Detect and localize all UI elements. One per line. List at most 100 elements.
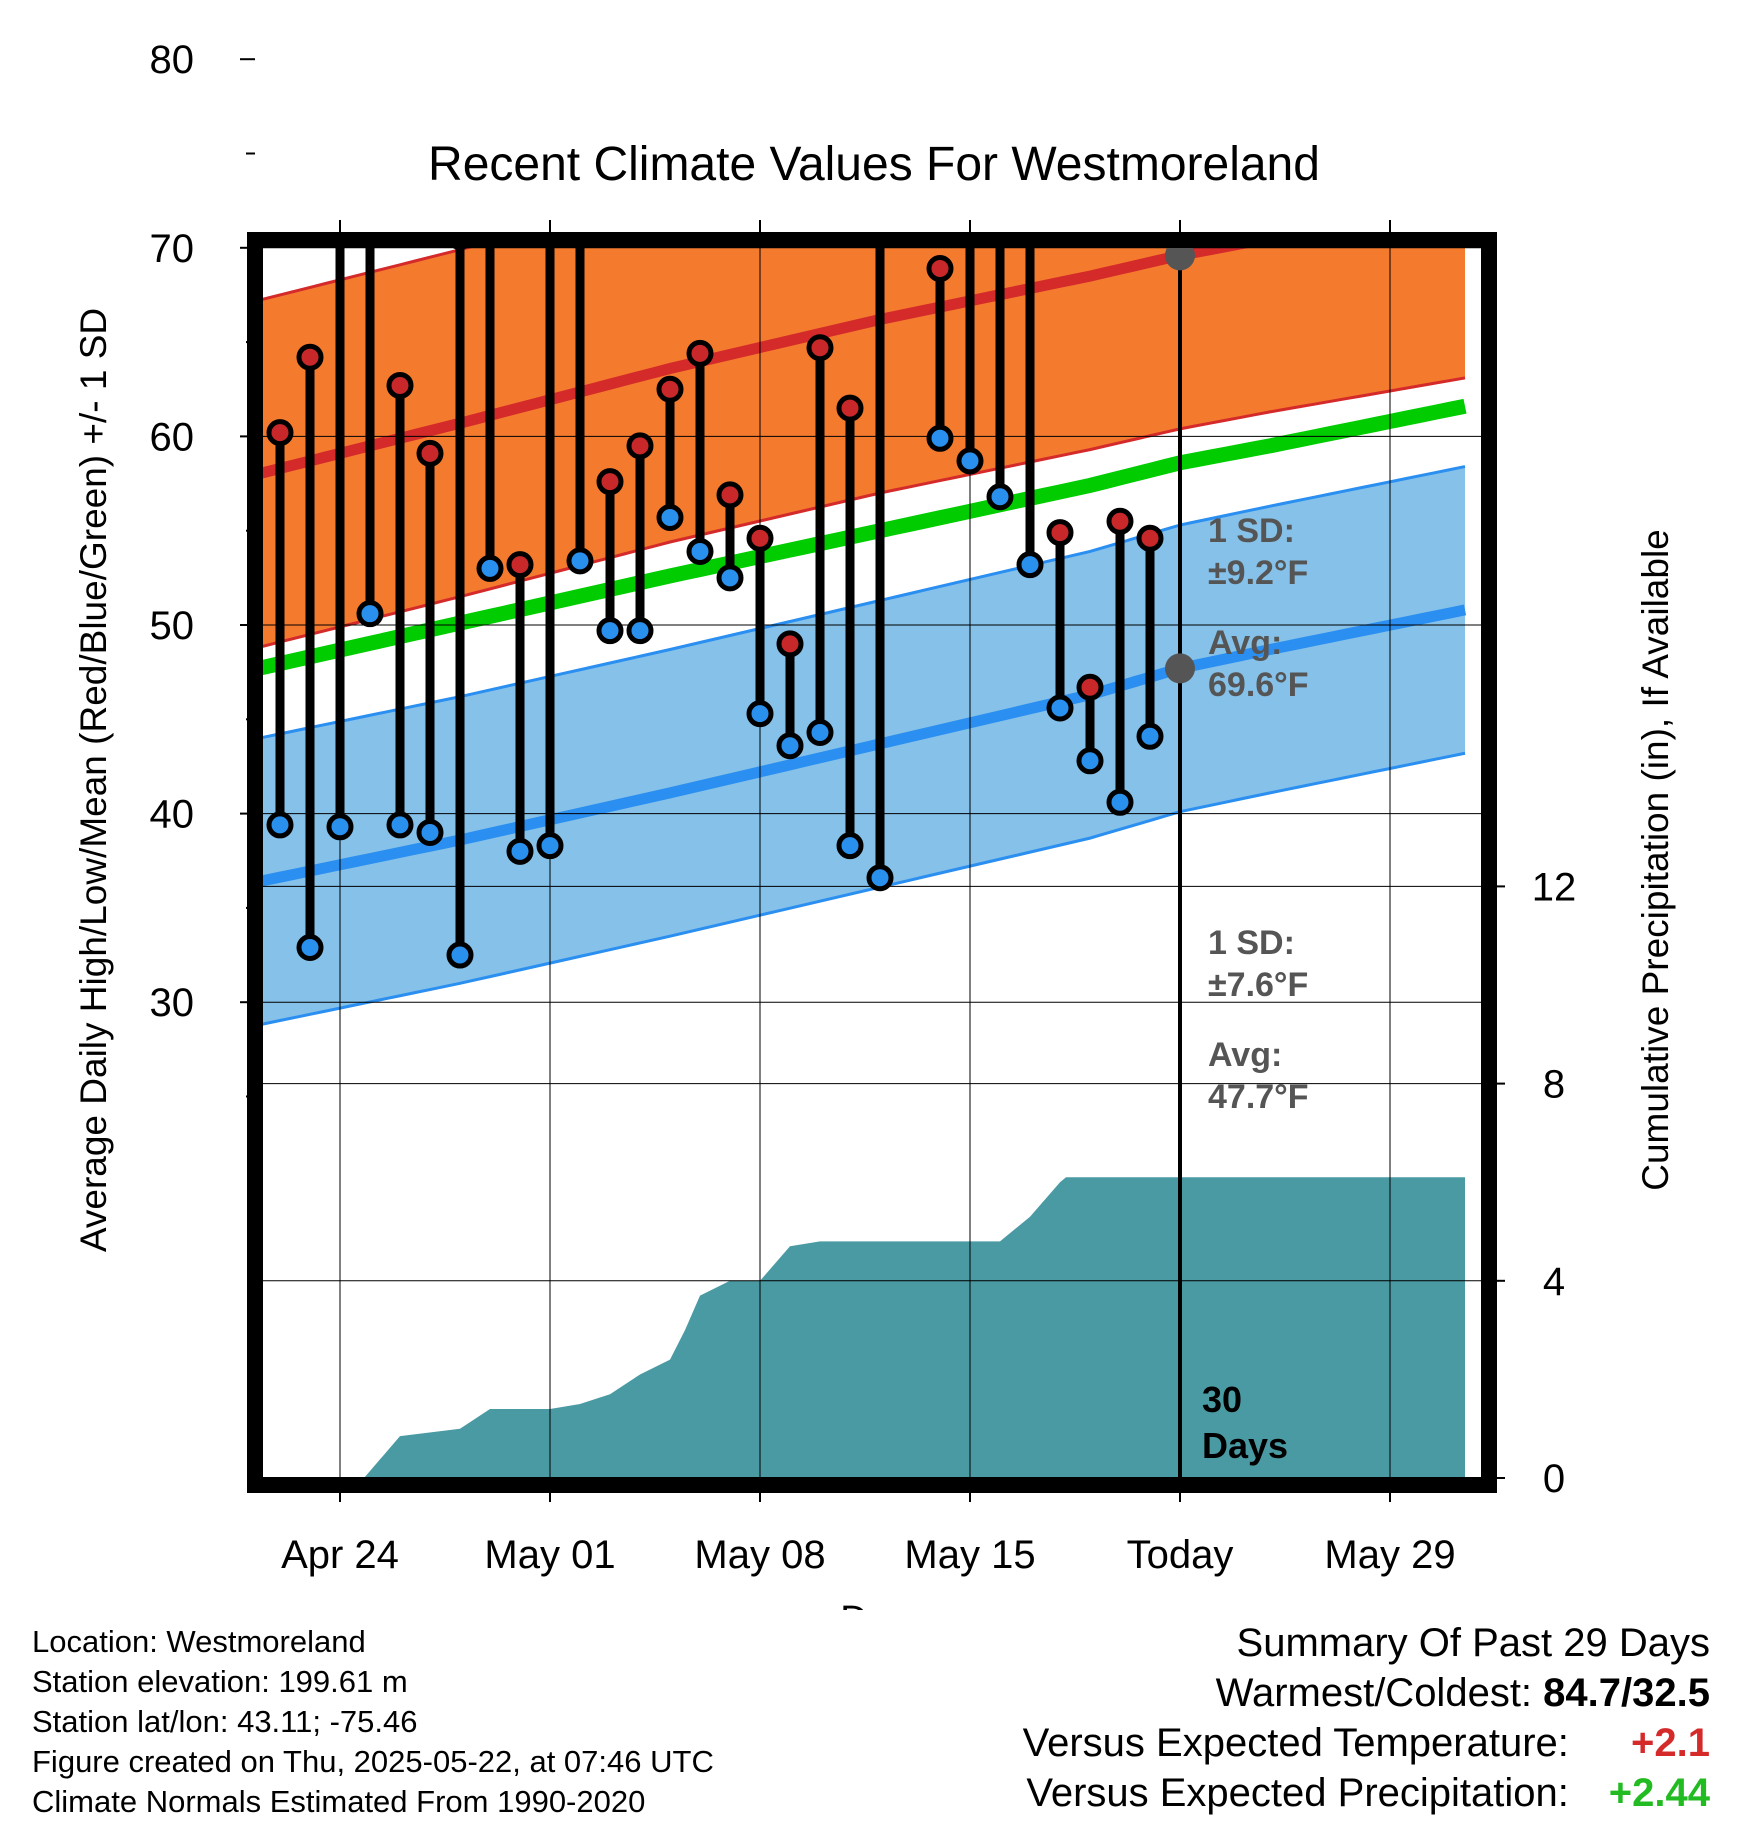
y-tick-label: 50 (150, 604, 195, 648)
x-axis-label: Day (840, 1599, 908, 1610)
high-point (1046, 519, 1074, 547)
y-tick-label: 80 (150, 38, 195, 82)
high-point (1019, 92, 1041, 114)
y2-tick-label: 0 (1543, 1457, 1565, 1501)
summary-temp-row: Versus Expected Temperature: +2.1 (1023, 1718, 1710, 1768)
high-point (926, 255, 954, 283)
y-tick-label: 40 (150, 793, 195, 837)
summary-panel: Summary Of Past 29 Days Warmest/Coldest:… (1023, 1618, 1710, 1818)
low-point (296, 934, 324, 962)
location-text: Location: Westmoreland (32, 1624, 366, 1659)
high-point (869, 71, 891, 93)
high-point (746, 524, 774, 552)
high-point (656, 375, 684, 403)
low-point (566, 547, 594, 575)
high-point (506, 551, 534, 579)
y2-axis-label: Cumulative Precipitation (in), If Availa… (1635, 529, 1676, 1191)
today-range-label: Days (1202, 1425, 1288, 1466)
high-point (686, 339, 714, 367)
high-point (266, 419, 294, 447)
summary-precip-row: Versus Expected Precipitation: +2.44 (1023, 1768, 1710, 1818)
low-point (926, 424, 954, 452)
high-sd-upper-line (262, 247, 477, 302)
low-avg-line (262, 604, 1467, 887)
x-tick-label: May 15 (904, 1533, 1035, 1577)
summary-warm-row: Warmest/Coldest: 84.7/32.5 (1023, 1668, 1710, 1718)
low-point (596, 617, 624, 645)
x-tick-label: Apr 24 (281, 1533, 399, 1577)
high-avg-today-marker (1165, 247, 1195, 271)
precip-area (364, 1177, 1465, 1478)
high-point (836, 394, 864, 422)
low-point (686, 537, 714, 565)
high-avg-value: 69.6°F (1208, 666, 1309, 704)
high-point (806, 334, 834, 362)
low-point (836, 832, 864, 860)
low-point (476, 554, 504, 582)
low-point (386, 811, 414, 839)
y2-tick-label: 12 (1532, 865, 1577, 909)
high-point (959, 82, 981, 104)
low-point (446, 941, 474, 969)
high-point (626, 432, 654, 460)
high-point (329, 97, 351, 119)
high-point (596, 468, 624, 496)
low-point (1106, 788, 1134, 816)
high-sd-title: 1 SD: (1208, 512, 1295, 550)
high-point (716, 481, 744, 509)
high-point (359, 99, 381, 121)
x-tick-label: May 29 (1324, 1533, 1455, 1577)
warm-value: 84.7/32.5 (1543, 1671, 1710, 1715)
normals-text: Climate Normals Estimated From 1990-2020 (32, 1784, 646, 1819)
low-point (416, 818, 444, 846)
precip-label: Versus Expected Precipitation: (1026, 1771, 1569, 1815)
low-avg-value: 47.7°F (1208, 1078, 1309, 1116)
plot-area: 1 SD: ±9.2°F Avg: 69.6°F 1 SD: ±7.6°F Avg: 47.7… (150, 12, 1577, 1577)
low-point (536, 832, 564, 860)
high-sd-lower-line (262, 376, 1466, 649)
elevation-text: Station elevation: 199.61 m (32, 1664, 408, 1699)
precip-value: +2.44 (1608, 1771, 1710, 1815)
y-tick-label: 60 (150, 415, 195, 459)
high-point (989, 12, 1011, 34)
high-avg-line (262, 247, 1254, 479)
high-point (776, 630, 804, 658)
low-point (656, 503, 684, 531)
plot-inner: 1 SD: ±9.2°F Avg: 69.6°F 1 SD: ±7.6°F Avg: 47.7… (262, 12, 1482, 1478)
high-point (1136, 524, 1164, 552)
high-sd-value: ±9.2°F (1208, 554, 1308, 592)
y2-tick-label: 4 (1543, 1260, 1565, 1304)
latlon-text: Station lat/lon: 43.11; -75.46 (32, 1704, 418, 1739)
climate-chart: Recent Climate Values For Westmoreland 1… (73, 12, 1676, 1610)
y-tick-label: 70 (150, 227, 195, 271)
high-avg-title: Avg: (1208, 624, 1282, 662)
low-point (1136, 722, 1164, 750)
temp-label: Versus Expected Temperature: (1022, 1721, 1569, 1765)
low-point (776, 732, 804, 760)
high-point (296, 343, 324, 371)
low-point (716, 564, 744, 592)
station-info: Location: Westmoreland Station elevation… (32, 1622, 714, 1822)
low-point (746, 700, 774, 728)
x-tick-label: May 08 (694, 1533, 825, 1577)
y2-tick-label: 8 (1543, 1063, 1565, 1107)
today-range-label: 30 (1202, 1379, 1242, 1420)
x-tick-label: May 01 (484, 1533, 615, 1577)
created-text: Figure created on Thu, 2025-05-22, at 07… (32, 1744, 714, 1779)
low-point (326, 813, 354, 841)
high-point (1076, 673, 1104, 701)
low-point (1046, 694, 1074, 722)
low-avg-title: Avg: (1208, 1036, 1282, 1074)
low-point (956, 447, 984, 475)
low-avg-today-marker (1165, 653, 1195, 684)
low-point (356, 600, 384, 628)
low-sd-upper-line (262, 465, 1466, 740)
low-point (1016, 551, 1044, 579)
low-sd-value: ±7.6°F (1208, 966, 1308, 1004)
temp-value: +2.1 (1631, 1721, 1710, 1765)
low-point (626, 617, 654, 645)
low-point (1076, 747, 1104, 775)
plot-frame (247, 232, 1497, 1493)
summary-title: Summary Of Past 29 Days (1236, 1621, 1710, 1665)
high-point (386, 371, 414, 399)
